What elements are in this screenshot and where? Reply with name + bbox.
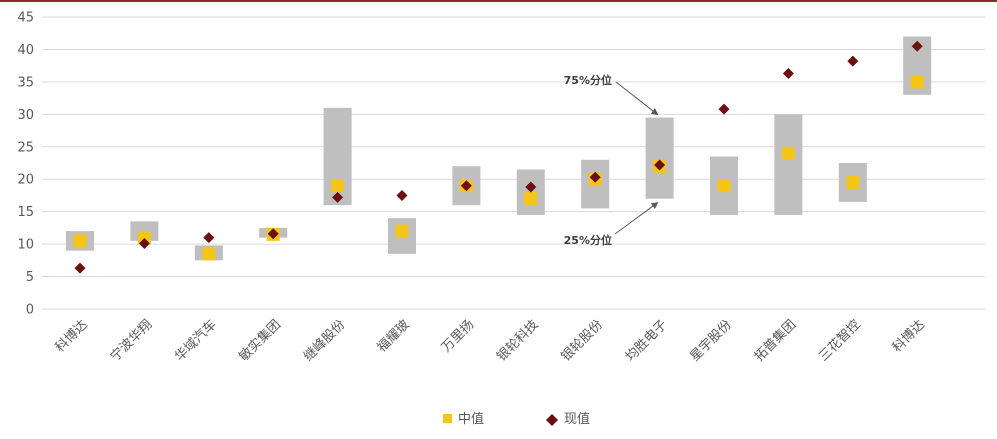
current-marker bbox=[267, 228, 279, 240]
x-axis: 科博达 宁波华翔 华域汽车 敏实集团 继峰股份 福耀玻 万里扬 银轮科技 银轮股份 均胜电子 星宇股… bbox=[53, 317, 928, 365]
x-tick-label: 科博达 bbox=[53, 317, 91, 355]
current-marker bbox=[332, 191, 344, 203]
percentile-range-bars bbox=[66, 36, 932, 261]
current-marker bbox=[396, 189, 408, 201]
median-marker bbox=[846, 175, 860, 189]
annotation-25-arrow bbox=[614, 202, 659, 235]
x-tick-label: 科博达 bbox=[890, 317, 928, 355]
legend: 中值 现值 bbox=[443, 411, 590, 427]
current-marker bbox=[718, 103, 730, 115]
annotations: 75%分位 25%分位 bbox=[564, 73, 659, 247]
current-marker bbox=[203, 232, 215, 244]
gridlines bbox=[42, 16, 985, 310]
percentile-range-bar bbox=[774, 114, 803, 215]
median-marker bbox=[910, 75, 924, 89]
current-marker bbox=[525, 181, 537, 193]
legend-median-swatch bbox=[443, 414, 452, 423]
median-marker bbox=[395, 224, 409, 238]
median-marker bbox=[524, 192, 538, 206]
x-tick-label: 万里扬 bbox=[439, 317, 477, 355]
x-tick-label: 银轮科技 bbox=[494, 317, 541, 364]
current-marker bbox=[782, 67, 794, 79]
current-marker bbox=[74, 262, 86, 274]
median-marker bbox=[137, 231, 151, 245]
x-tick-label: 星宇股份 bbox=[687, 317, 734, 364]
current-series bbox=[74, 40, 923, 274]
annotation-25-label: 25%分位 bbox=[564, 233, 612, 247]
y-tick-label: 35 bbox=[17, 75, 34, 90]
x-tick-label: 华域汽车 bbox=[172, 317, 220, 365]
x-tick-label: 银轮股份 bbox=[559, 317, 606, 364]
x-tick-label: 福耀玻 bbox=[375, 317, 413, 355]
median-marker bbox=[331, 179, 345, 193]
annotation-75-arrow bbox=[615, 81, 659, 116]
y-tick-label: 10 bbox=[17, 238, 34, 253]
legend-current-swatch bbox=[546, 414, 558, 426]
y-tick-label: 0 bbox=[26, 303, 34, 318]
y-axis: 0 5 10 15 20 25 30 35 40 45 bbox=[17, 11, 34, 318]
median-marker bbox=[73, 234, 87, 248]
current-marker bbox=[911, 40, 923, 52]
y-tick-label: 15 bbox=[17, 205, 34, 220]
x-tick-label: 均胜电子 bbox=[623, 317, 670, 364]
x-tick-label: 宁波华翔 bbox=[107, 317, 155, 365]
percentile-range-bar bbox=[645, 117, 674, 199]
median-marker bbox=[781, 146, 795, 160]
median-marker bbox=[202, 247, 216, 261]
y-tick-label: 25 bbox=[17, 140, 34, 155]
y-tick-label: 45 bbox=[17, 11, 34, 26]
x-tick-label: 敏实集团 bbox=[236, 317, 284, 365]
y-tick-label: 40 bbox=[17, 43, 34, 58]
median-marker bbox=[717, 179, 731, 193]
current-marker bbox=[654, 159, 666, 171]
y-tick-label: 20 bbox=[17, 173, 34, 188]
current-marker bbox=[460, 180, 472, 192]
current-marker bbox=[847, 55, 859, 67]
legend-current-label: 现值 bbox=[564, 411, 590, 427]
current-marker bbox=[138, 237, 150, 249]
x-tick-label: 三花智控 bbox=[816, 317, 864, 365]
x-tick-label: 拓普集团 bbox=[751, 317, 799, 365]
y-tick-label: 5 bbox=[26, 270, 34, 285]
current-marker bbox=[589, 171, 601, 183]
x-tick-label: 继峰股份 bbox=[301, 317, 348, 364]
annotation-75-label: 75%分位 bbox=[564, 73, 612, 87]
y-tick-label: 30 bbox=[17, 108, 34, 123]
legend-median-label: 中值 bbox=[458, 411, 484, 427]
